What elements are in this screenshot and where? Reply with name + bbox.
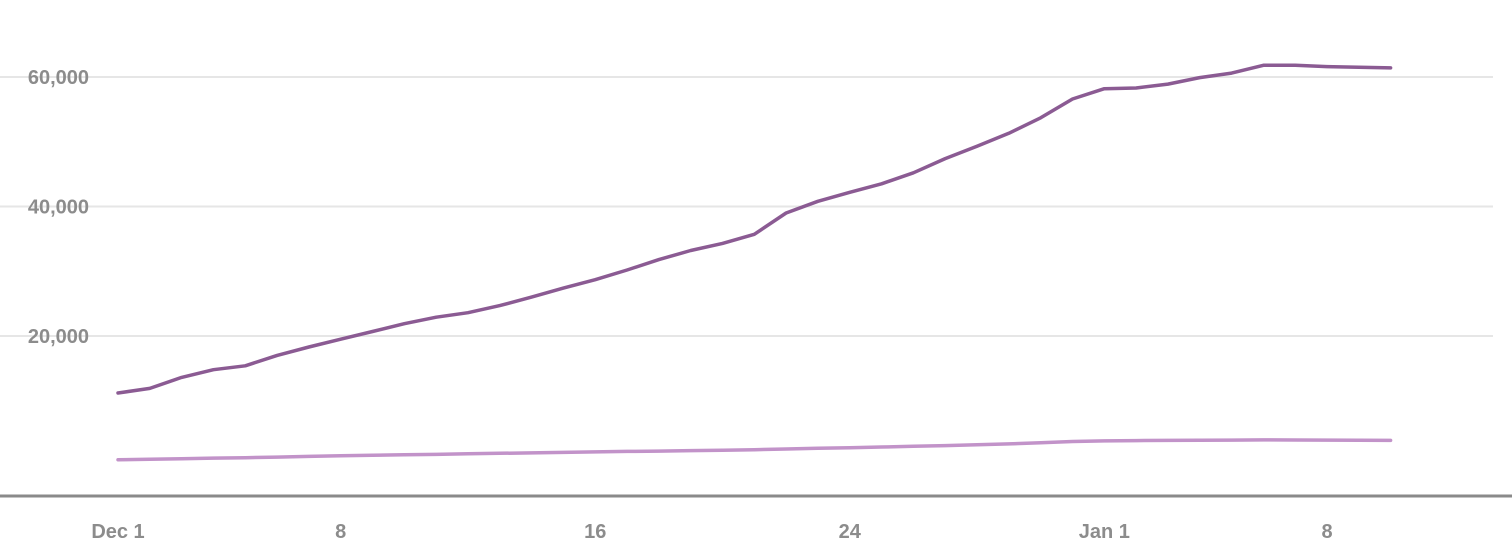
y-axis-tick-labels: 20,000 40,000 60,000	[28, 67, 89, 348]
x-tick-label: 24	[839, 521, 862, 543]
x-tick-label: 8	[1321, 521, 1332, 543]
y-tick-label: 60,000	[28, 67, 89, 89]
y-tick-label: 20,000	[28, 326, 89, 348]
x-tick-label: Dec 1	[91, 521, 144, 543]
series-line-2	[116, 438, 1393, 462]
series-lines	[116, 63, 1393, 462]
series-line-1	[116, 63, 1393, 395]
grid-lines	[0, 76, 1493, 337]
x-axis-tick-labels: Dec 1 8 16 24 Jan 1 8	[91, 521, 1332, 543]
x-tick-label: 16	[584, 521, 606, 543]
y-tick-label: 40,000	[28, 197, 89, 219]
x-tick-label: 8	[335, 521, 346, 543]
x-tick-label: Jan 1	[1079, 521, 1130, 543]
